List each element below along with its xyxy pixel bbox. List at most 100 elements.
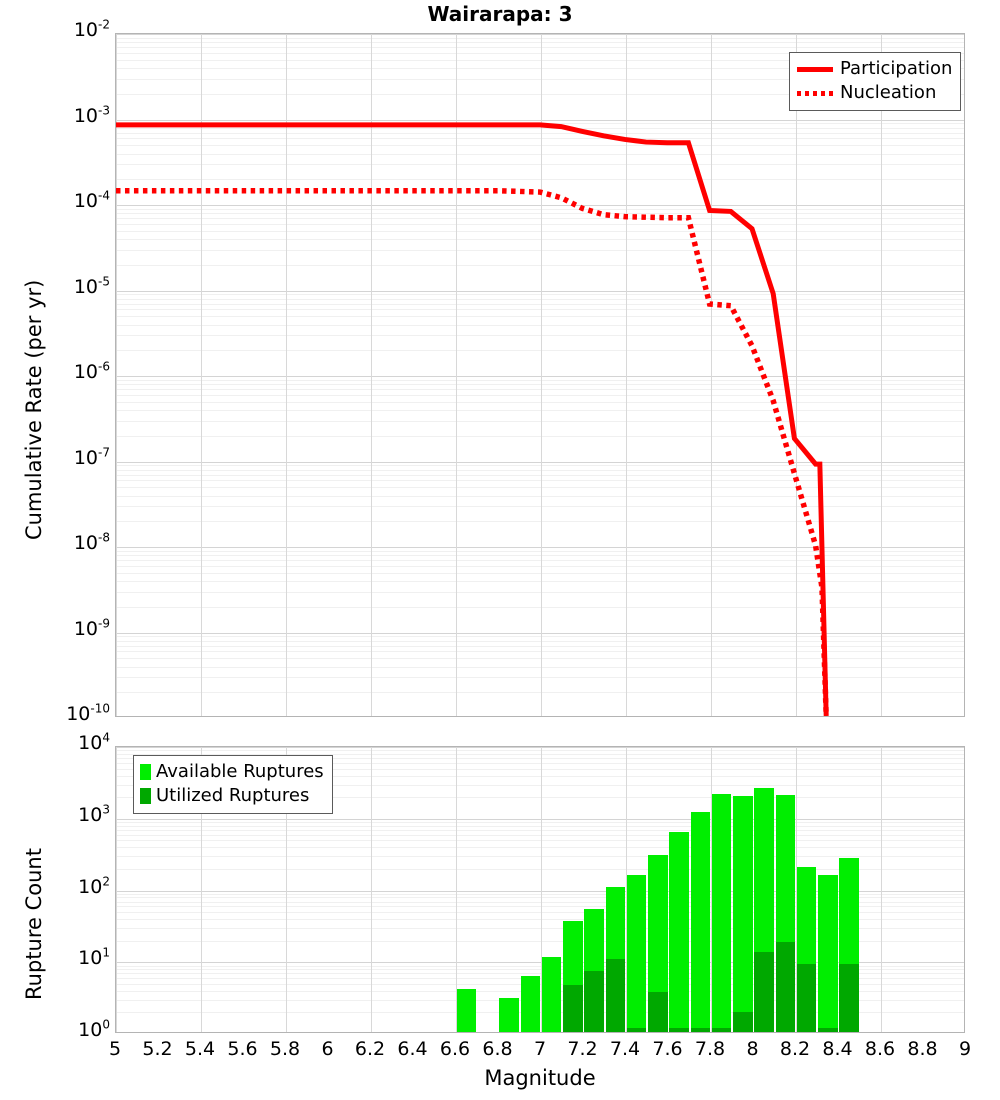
vertical-gridline <box>711 747 712 1032</box>
vertical-gridline <box>201 34 202 716</box>
minor-gridline <box>116 389 964 391</box>
minor-gridline <box>116 775 964 777</box>
vertical-gridline <box>456 747 457 1032</box>
available-rupture-bar <box>690 812 711 1032</box>
minor-gridline <box>116 555 964 557</box>
mfd-curves <box>116 122 829 716</box>
minor-gridline <box>116 897 964 899</box>
minor-gridline <box>116 223 964 225</box>
minor-gridline <box>116 316 964 318</box>
top-y-tick: 10-9 <box>73 616 110 640</box>
minor-gridline <box>116 153 964 155</box>
legend-item-participation: Participation <box>796 57 952 81</box>
legend-label-utilized-ruptures: Utilized Ruptures <box>156 784 310 806</box>
available-rupture-bar <box>711 793 732 1032</box>
minor-gridline <box>116 651 964 653</box>
minor-gridline <box>116 127 964 129</box>
top-y-tick: 10-10 <box>66 701 110 725</box>
minor-gridline <box>116 324 964 326</box>
x-tick: 8.4 <box>822 1038 853 1060</box>
top-y-tick: 10-8 <box>73 530 110 554</box>
vertical-gridline <box>116 747 117 1032</box>
minor-gridline <box>116 335 964 337</box>
minor-gridline <box>116 249 964 251</box>
minor-gridline <box>116 132 964 134</box>
minor-gridline <box>116 606 964 608</box>
minor-gridline <box>116 384 964 386</box>
minor-gridline <box>116 784 964 786</box>
x-tick: 5.8 <box>269 1038 301 1060</box>
x-tick: 7.8 <box>694 1038 726 1060</box>
minor-gridline <box>116 645 964 647</box>
minor-gridline <box>116 591 964 593</box>
available-rupture-bar <box>669 831 689 1032</box>
minor-gridline <box>116 868 964 870</box>
minor-gridline <box>116 164 964 166</box>
utilized-rupture-bar <box>626 1028 647 1032</box>
minor-gridline <box>116 37 964 39</box>
curve-legend: Participation Nucleation <box>789 52 962 111</box>
minor-gridline <box>116 856 964 858</box>
minor-gridline <box>116 750 964 752</box>
available-ruptures-swatch-icon <box>140 763 151 780</box>
minor-gridline <box>116 565 964 567</box>
minor-gridline <box>116 969 964 971</box>
vertical-gridline <box>796 747 797 1032</box>
x-tick: 8 <box>746 1038 759 1060</box>
minor-gridline <box>116 68 964 70</box>
major-gridline <box>116 119 964 121</box>
minor-gridline <box>116 797 964 799</box>
x-tick: 7.2 <box>567 1038 598 1060</box>
major-gridline <box>116 290 964 292</box>
vertical-gridline <box>116 34 117 716</box>
minor-gridline <box>116 469 964 471</box>
utilized-rupture-bar <box>839 963 859 1032</box>
top-y-tick: 10-3 <box>73 103 110 127</box>
utilized-rupture-bar <box>711 1028 732 1032</box>
x-tick: 8.8 <box>907 1038 938 1060</box>
minor-gridline <box>116 294 964 296</box>
minor-gridline <box>116 829 964 831</box>
top-y-tick: 10-7 <box>73 445 110 469</box>
available-rupture-bar <box>818 874 838 1032</box>
major-gridline <box>116 818 964 820</box>
x-tick: 8.2 <box>779 1038 811 1060</box>
utilized-rupture-bar <box>690 1028 711 1032</box>
vertical-gridline <box>201 747 202 1032</box>
minor-gridline <box>116 42 964 44</box>
cumulative-rate-plot <box>115 33 965 717</box>
minor-gridline <box>116 847 964 849</box>
vertical-gridline <box>881 747 882 1032</box>
x-tick: 5 <box>108 1038 122 1060</box>
minor-gridline <box>116 640 964 642</box>
minor-gridline <box>116 59 964 61</box>
x-tick: 8.6 <box>864 1038 896 1060</box>
utilized-rupture-bar <box>648 992 668 1032</box>
major-gridline <box>116 205 964 206</box>
bottom-y-axis-label: Rupture Count <box>22 848 46 1000</box>
curve-participation <box>116 122 829 716</box>
minor-gridline <box>116 521 964 523</box>
minor-gridline <box>116 840 964 842</box>
major-gridline <box>116 632 964 634</box>
x-tick: 9 <box>958 1038 972 1060</box>
minor-gridline <box>116 901 964 903</box>
minor-gridline <box>116 893 964 895</box>
legend-item-utilized-ruptures: Utilized Ruptures <box>140 784 324 808</box>
vertical-gridline <box>626 34 627 716</box>
minor-gridline <box>116 47 964 49</box>
minor-gridline <box>116 658 964 660</box>
minor-gridline <box>116 506 964 508</box>
minor-gridline <box>116 666 964 668</box>
legend-label-nucleation: Nucleation <box>840 81 937 103</box>
bottom-y-tick: 104 <box>78 730 110 754</box>
minor-gridline <box>116 394 964 396</box>
histogram-legend: Available Ruptures Utilized Ruptures <box>133 755 333 814</box>
minor-gridline <box>116 762 964 764</box>
dotted-line-key-icon <box>796 86 834 100</box>
minor-gridline <box>116 965 964 967</box>
available-rupture-bar <box>520 976 541 1032</box>
utilized-rupture-bar <box>563 985 583 1032</box>
minor-gridline <box>116 218 964 220</box>
major-gridline <box>116 34 964 35</box>
